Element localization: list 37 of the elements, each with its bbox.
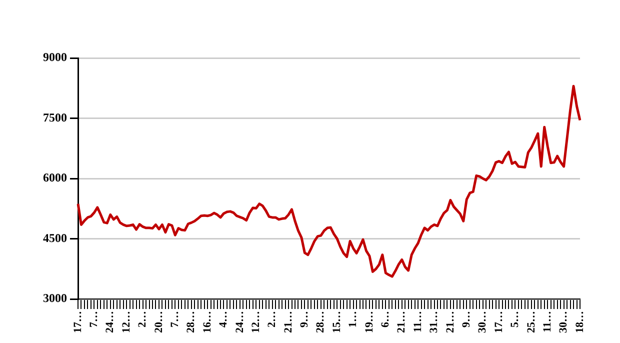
x-tick-label: 31… bbox=[428, 311, 440, 333]
x-tick-label: 17… bbox=[72, 311, 84, 333]
x-tick-label: 15… bbox=[330, 311, 343, 333]
x-tick-label: 2… bbox=[266, 311, 278, 328]
y-tick-label: 3000 bbox=[43, 291, 67, 306]
x-tick-label: 1… bbox=[347, 311, 360, 328]
x-tick-label: 11… bbox=[412, 311, 424, 332]
x-tick-label: 21… bbox=[444, 311, 456, 333]
y-tick-label: 9000 bbox=[43, 50, 67, 64]
x-tick-label: 21… bbox=[396, 311, 408, 333]
x-tick-label: 12… bbox=[120, 311, 132, 333]
x-tick-label: 20… bbox=[152, 311, 165, 333]
x-tick-label: 7… bbox=[88, 311, 100, 328]
y-tick-label: 4500 bbox=[43, 230, 67, 245]
x-tick-label: 19… bbox=[363, 311, 376, 333]
x-tick-label: 6… bbox=[380, 311, 392, 328]
x-tick-label: 2… bbox=[136, 311, 149, 328]
x-tick-label: 17… bbox=[492, 311, 505, 333]
x-tick-label: 28… bbox=[314, 311, 327, 333]
x-tick-label: 9… bbox=[460, 311, 472, 328]
x-tick-label: 30… bbox=[476, 311, 489, 333]
x-tick-label: 24… bbox=[104, 311, 116, 333]
x-tick-label: 24… bbox=[234, 311, 246, 333]
x-tick-label: 9… bbox=[298, 311, 311, 328]
x-tick-label: 12… bbox=[250, 311, 262, 333]
x-tick-label: 5… bbox=[509, 311, 522, 328]
x-tick-label: 25… bbox=[525, 311, 538, 333]
x-tick-label: 28… bbox=[185, 311, 198, 333]
x-tick-label: 11… bbox=[541, 311, 554, 332]
x-tick-label: 7… bbox=[169, 311, 182, 328]
y-tick-label: 7500 bbox=[43, 110, 67, 124]
x-tick-label: 4… bbox=[218, 311, 230, 328]
x-tick-label: 30… bbox=[558, 311, 570, 333]
y-tick-label: 6000 bbox=[43, 170, 67, 185]
x-tick-label: 18… bbox=[574, 311, 586, 333]
x-tick-label: 16… bbox=[201, 311, 214, 333]
x-tick-label: 21… bbox=[282, 311, 294, 333]
